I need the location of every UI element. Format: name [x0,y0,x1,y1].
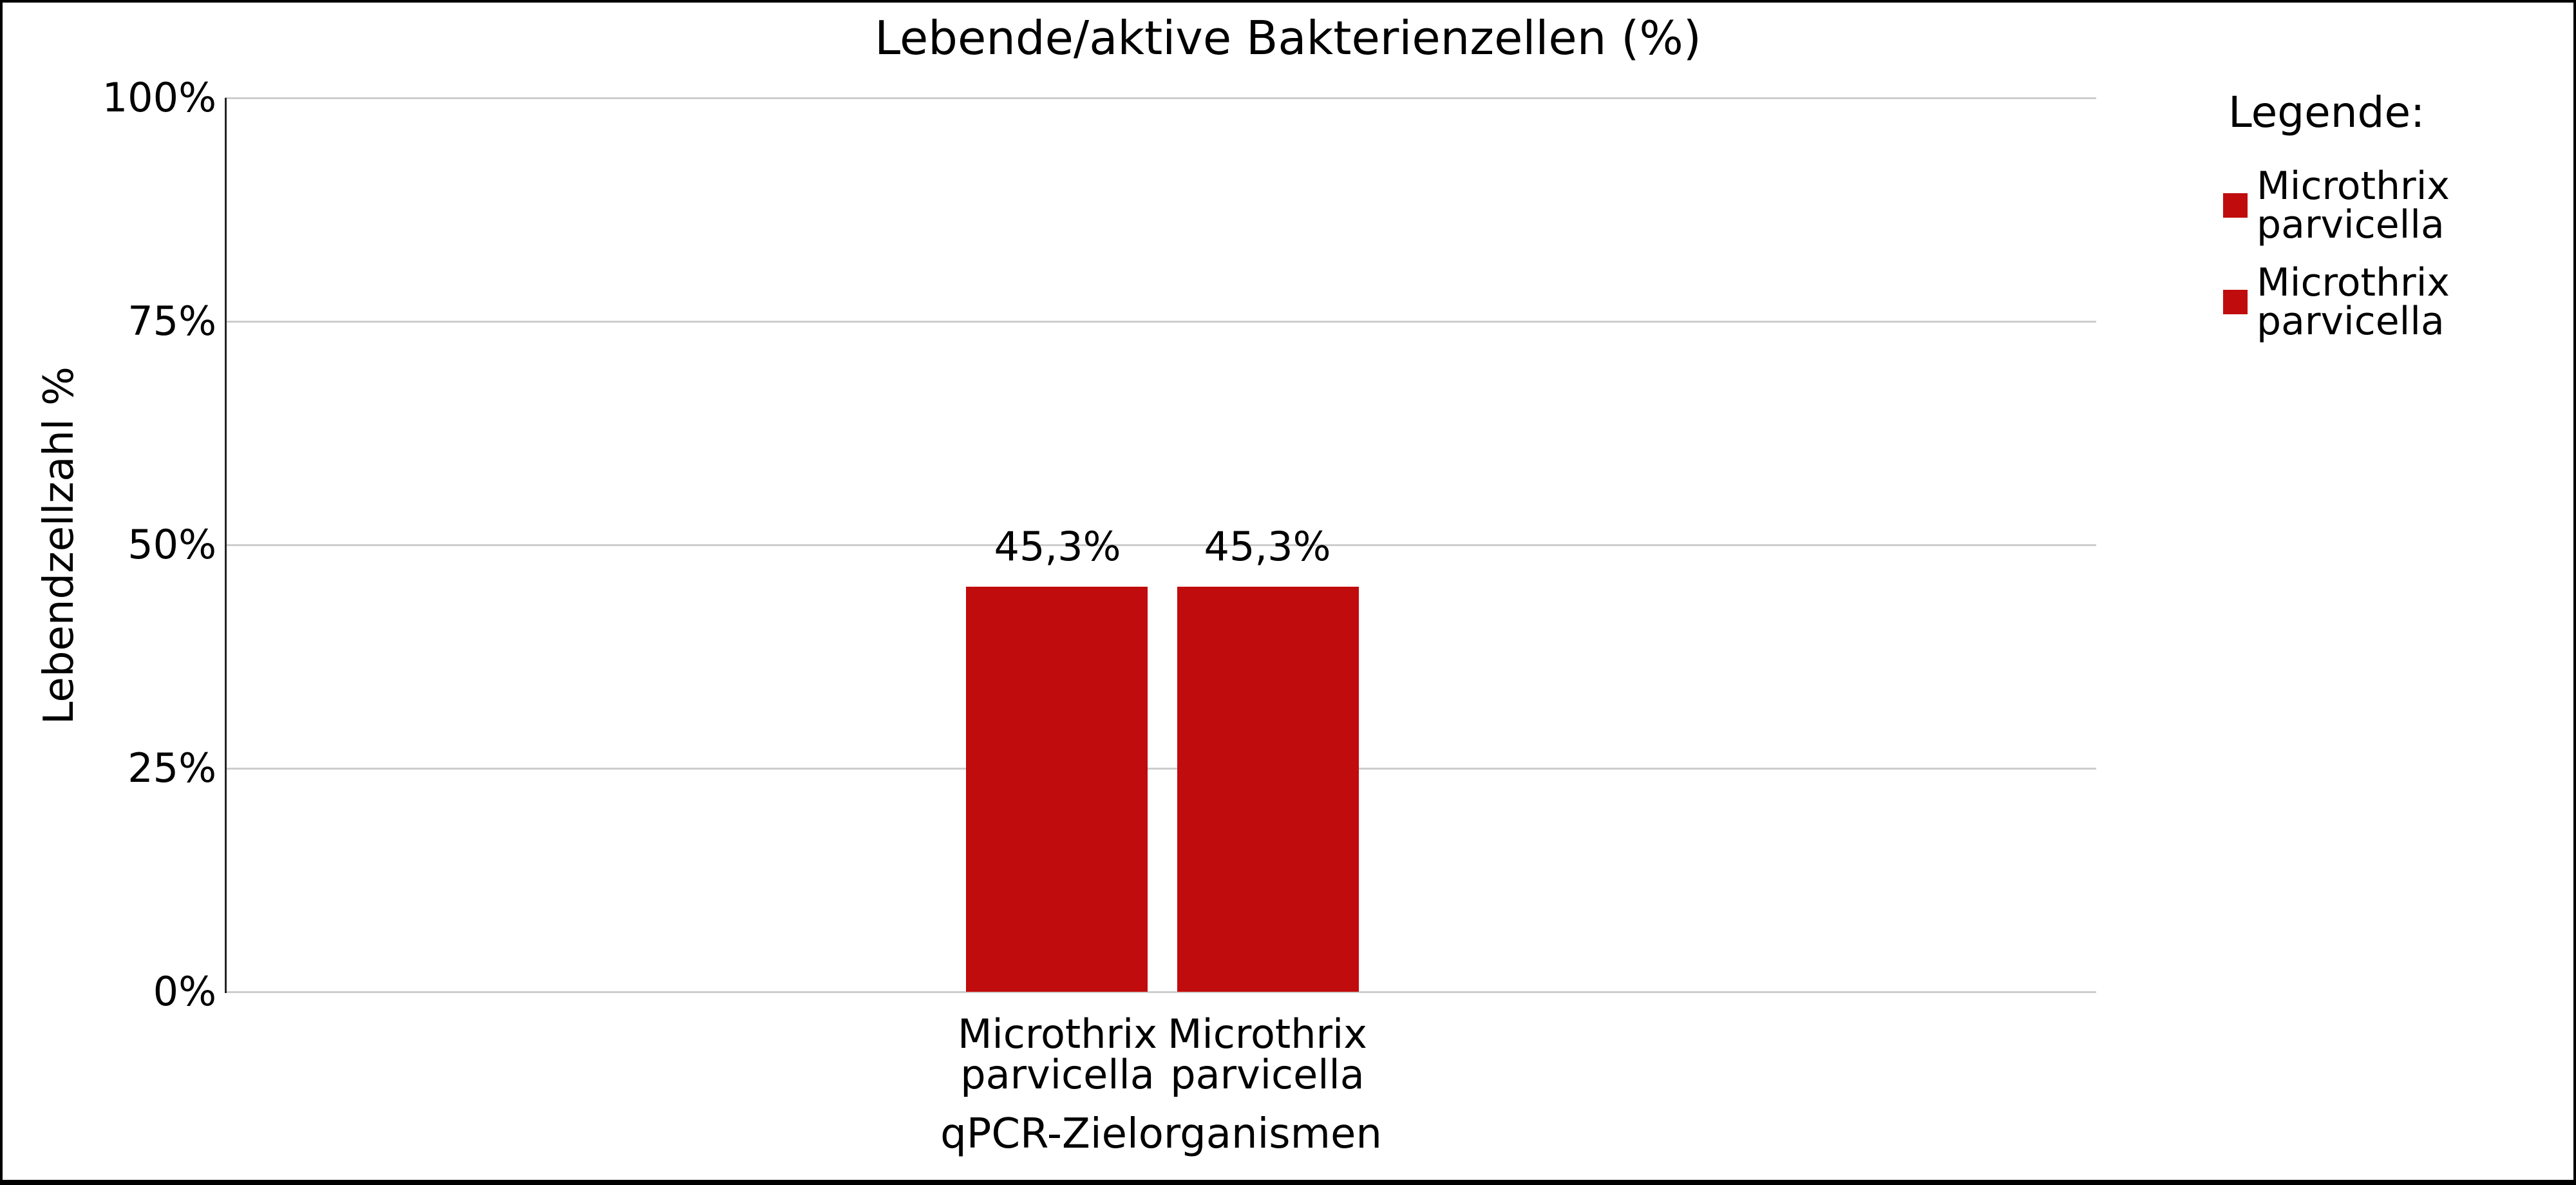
legend-label-1-line2: parvicella [2257,202,2445,247]
legend-label-1: Microthrix parvicella [2257,167,2450,244]
legend-label-1-line1: Microthrix [2257,164,2450,209]
legend-marker-square-1 [2223,193,2248,218]
legend-item-2: Microthrix parvicella [2223,263,2571,341]
legend-label-2-line2: parvicella [2257,299,2445,344]
x-tick-label-1-line1: Microthrix [958,1010,1157,1057]
x-tick-label-1-line2: parvicella [960,1051,1155,1098]
x-axis-title: qPCR-Zielorganismen [940,1110,1382,1158]
gridline-25 [225,768,2096,770]
y-tick-25: 25% [128,744,216,792]
bar-value-label-1: 45,3% [994,523,1121,570]
x-tick-label-2-line2: parvicella [1170,1051,1365,1098]
gridline-75 [225,321,2096,323]
y-tick-75: 75% [128,298,216,345]
chart-title: Lebende/aktive Bakterienzellen (%) [875,11,1701,65]
y-tick-0: 0% [153,968,216,1015]
y-tick-50: 50% [128,521,216,568]
y-axis-line [225,98,227,993]
legend-item-1: Microthrix parvicella [2223,167,2571,244]
gridline-50 [225,544,2096,546]
x-tick-label-2-line1: Microthrix [1168,1010,1367,1057]
bar-value-label-2: 45,3% [1204,523,1331,570]
x-tick-label-1: Microthrix parvicella [929,1014,1186,1095]
legend-marker-square-2 [2223,290,2248,314]
gridline-100 [225,97,2096,99]
y-axis-title: Lebendzellzahl % [35,366,83,725]
y-tick-100: 100% [102,74,216,121]
bar-microthrix-parvicella-2 [1177,587,1359,992]
legend-label-2-line1: Microthrix [2257,260,2450,305]
x-tick-label-2: Microthrix parvicella [1139,1014,1396,1095]
legend-title: Legende: [2228,88,2425,137]
legend: Legende: Microthrix parvicella Microthri… [2223,86,2571,341]
gridline-0 [225,991,2096,993]
legend-label-2: Microthrix parvicella [2257,263,2450,341]
bar-microthrix-parvicella-1 [966,587,1148,992]
